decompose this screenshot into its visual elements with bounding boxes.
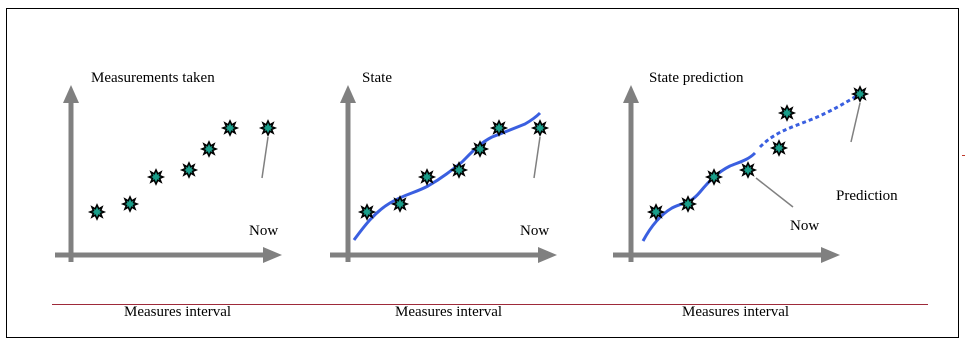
panel3-y-arrow-icon: [623, 85, 639, 103]
panel1-marker: [181, 162, 197, 178]
panel3-now-label: Now: [790, 218, 820, 234]
panel1-marker: [122, 196, 138, 212]
panel3-now-leader: [755, 177, 794, 208]
panel1-markers: [89, 120, 276, 220]
panel1-marker: [148, 169, 164, 185]
panel3-axes: [613, 85, 840, 263]
panel1-now-leader: [261, 136, 269, 179]
divider-line: [52, 304, 928, 305]
panel1-marker: [260, 120, 276, 136]
panel1-x-arrow-icon: [263, 247, 282, 263]
panel2-footer: Measures interval: [395, 304, 503, 320]
panel3-marker: [648, 204, 664, 220]
panel2-axes: [330, 85, 557, 263]
panel2-marker: [491, 120, 507, 136]
panel1-marker: [222, 120, 238, 136]
panel1-now-label: Now: [249, 223, 279, 239]
panel3-marker: [706, 169, 722, 185]
panel2-y-arrow-icon: [340, 85, 356, 103]
panel3-prediction-leader: [850, 102, 861, 143]
panel2-marker: [392, 196, 408, 212]
panel2-marker: [359, 204, 375, 220]
panel3-marker: [779, 105, 795, 121]
panel3-marker: [680, 196, 696, 212]
panel2-marker: [419, 169, 435, 185]
panel2-now-leader: [533, 136, 541, 179]
panel3-marker: [771, 140, 787, 156]
panel2-marker: [472, 141, 488, 157]
panel2-now-label: Now: [520, 223, 550, 239]
panel3-prediction-label: Prediction: [836, 188, 898, 204]
panel1-y-arrow-icon: [63, 85, 79, 103]
edge-tick: [962, 155, 965, 156]
panel1-footer: Measures interval: [124, 304, 232, 320]
panel1-title: Measurements taken: [91, 70, 215, 86]
panel2-x-arrow-icon: [538, 247, 557, 263]
panel3-state-line: [641, 151, 757, 242]
panel3-marker: [740, 162, 756, 178]
panel2-state-line: [352, 111, 542, 241]
panel3-markers: [648, 86, 868, 220]
panel3-footer: Measures interval: [682, 304, 790, 320]
panel3-title: State prediction: [649, 70, 744, 86]
panel3-x-arrow-icon: [821, 247, 840, 263]
panel1-marker: [89, 204, 105, 220]
panel3-marker: [852, 86, 868, 102]
panel2-marker: [532, 120, 548, 136]
panel1-marker: [201, 141, 217, 157]
panel3-prediction-line: [758, 92, 861, 149]
panel2-marker: [451, 162, 467, 178]
panel2-title: State: [362, 70, 392, 86]
diagram-frame: [6, 8, 959, 338]
panel1-axes: [55, 85, 282, 263]
